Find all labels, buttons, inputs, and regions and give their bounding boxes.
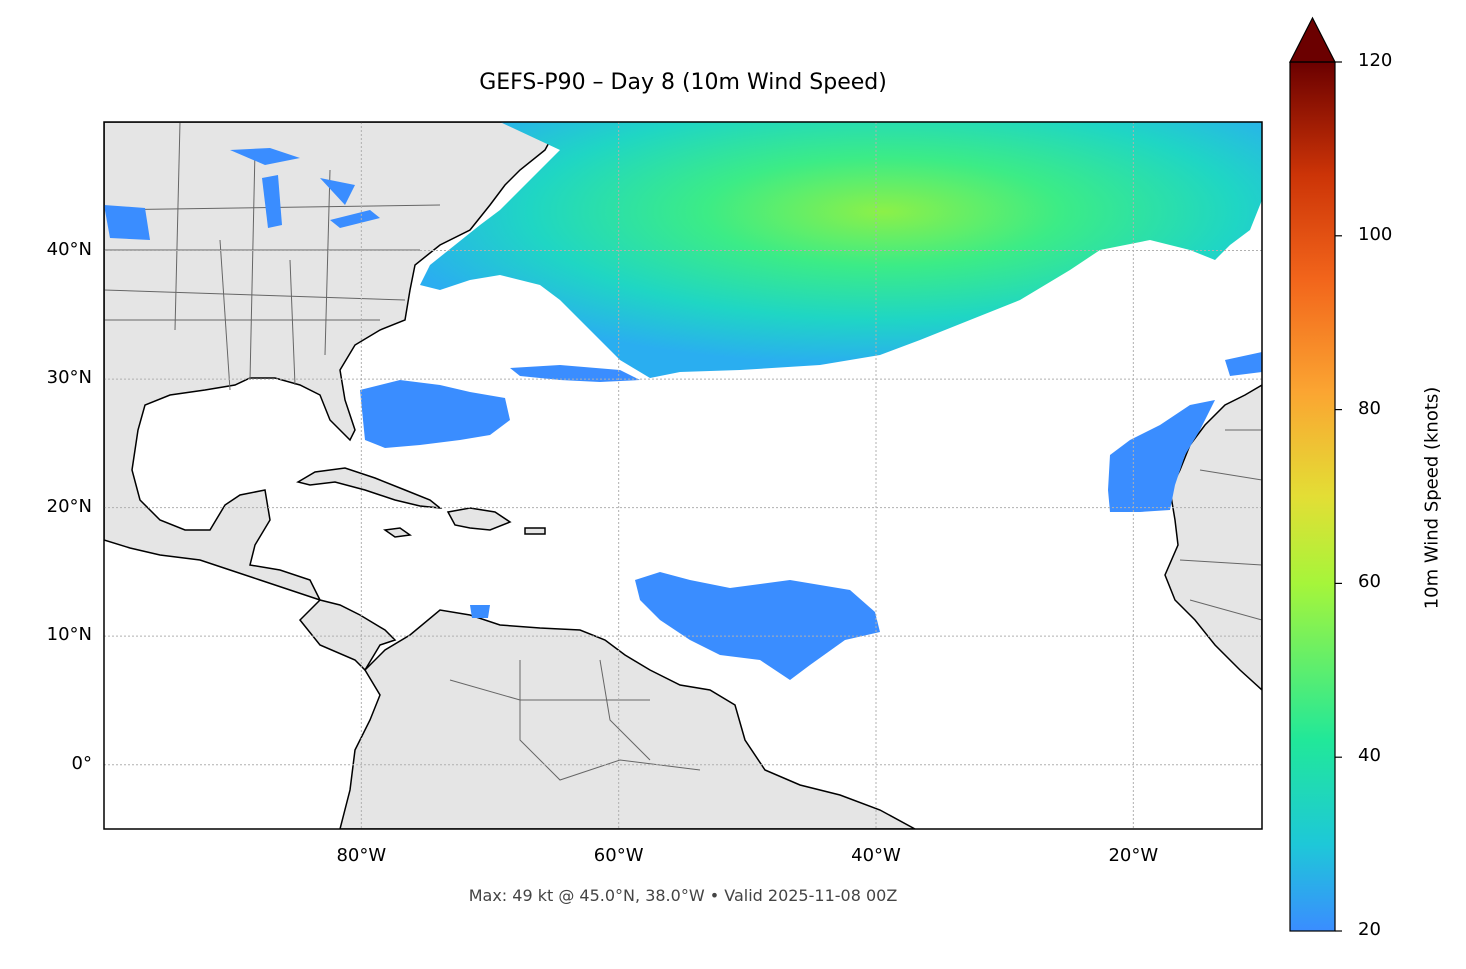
admin-borders xyxy=(104,122,1262,781)
lat-tick-label: 40°N xyxy=(46,238,92,260)
colorbar-tick-label: 60 xyxy=(1358,571,1381,593)
colorbar-tick-marks xyxy=(1335,61,1342,932)
map-frame xyxy=(103,121,1263,830)
lat-tick-label: 0° xyxy=(71,752,92,774)
chart-title: GEFS-P90 – Day 8 (10m Wind Speed) xyxy=(479,70,887,95)
colorbar-tick-label: 40 xyxy=(1358,745,1381,767)
colorbar xyxy=(1289,16,1342,932)
wind-east-patch xyxy=(1225,352,1262,376)
lon-tick-label: 80°W xyxy=(336,845,387,866)
lon-tick-label: 60°W xyxy=(593,845,644,866)
land-north-america xyxy=(104,122,561,672)
lon-tick-label: 40°W xyxy=(851,845,901,866)
colorbar-gradient xyxy=(1290,62,1335,931)
colorbar-frame xyxy=(1289,61,1336,932)
colorbar-tick-label: 20 xyxy=(1358,919,1381,940)
wind-caribbean-patch xyxy=(470,605,490,618)
wind-tropical xyxy=(635,572,880,680)
colorbar-extend-arrow xyxy=(1289,16,1336,63)
colorbar-tick-label: 120 xyxy=(1358,50,1393,71)
lat-tick-label: 10°N xyxy=(46,624,92,646)
wind-gulf-streak xyxy=(360,380,510,448)
land-hispaniola xyxy=(446,507,512,531)
map-panel xyxy=(104,122,1262,829)
colorbar-tick-label: 100 xyxy=(1358,223,1393,245)
great-lakes xyxy=(104,148,380,240)
caption: Max: 49 kt @ 45.0°N, 38.0°W • Valid 2025… xyxy=(468,886,898,905)
land-jamaica xyxy=(382,527,413,538)
land-puerto-rico xyxy=(524,527,546,535)
colorbar-tick-label: 80 xyxy=(1358,397,1381,419)
colorbar-label: 10m Wind Speed (knots) xyxy=(1421,386,1443,610)
wind-central-streak xyxy=(510,365,640,382)
lat-tick-label: 30°N xyxy=(46,367,92,389)
wind-north-atlantic xyxy=(420,122,1262,378)
wind-canary xyxy=(1108,400,1215,512)
lat-tick-label: 20°N xyxy=(46,495,92,517)
gridlines xyxy=(104,122,1262,829)
lon-tick-label: 20°W xyxy=(1108,845,1159,866)
